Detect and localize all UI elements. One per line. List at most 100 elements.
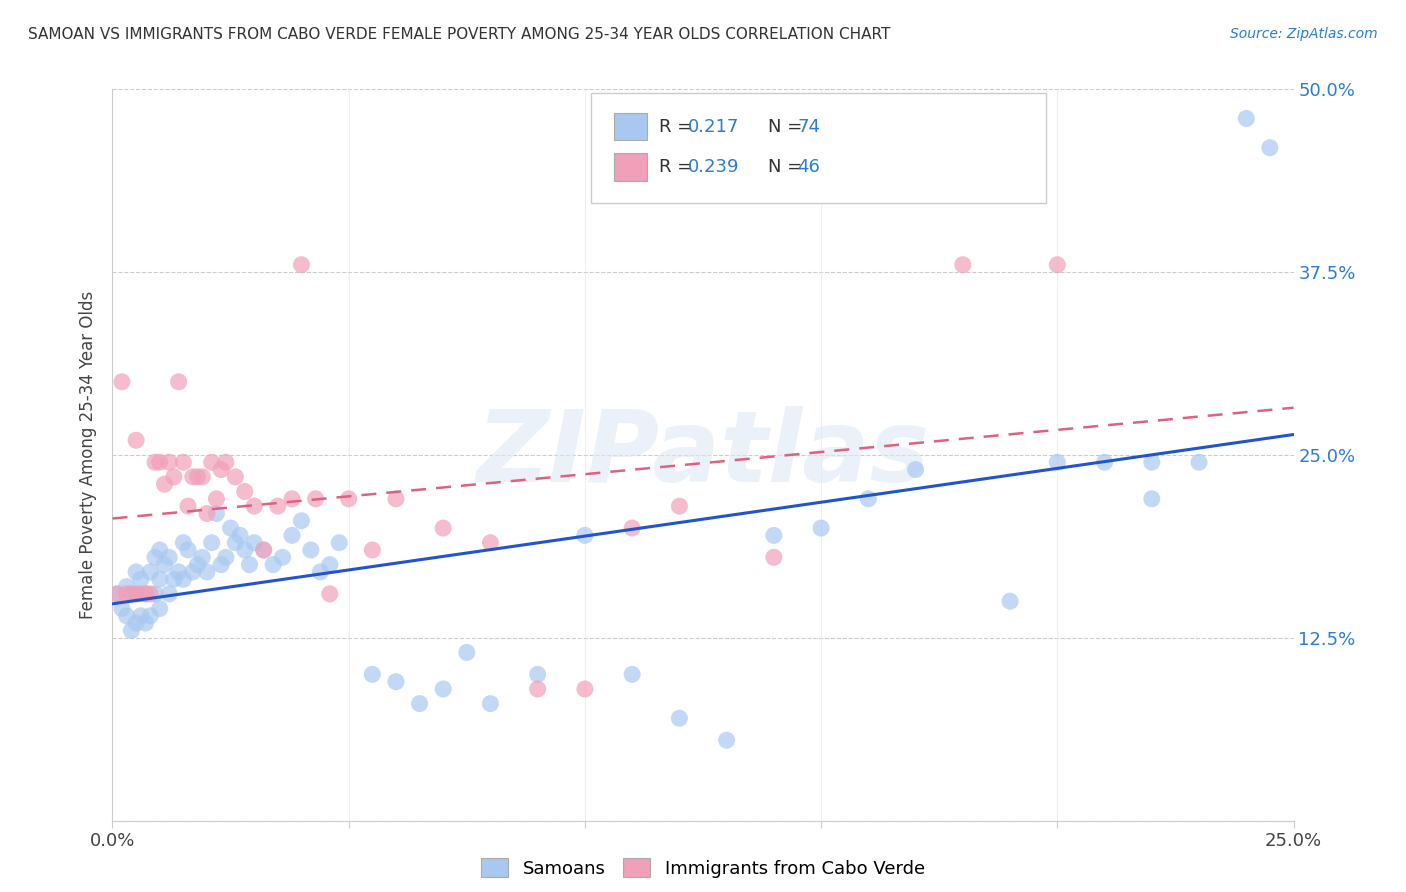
Point xyxy=(195,565,218,579)
FancyBboxPatch shape xyxy=(591,93,1046,202)
Point xyxy=(1094,455,1116,469)
Point xyxy=(111,601,134,615)
Point xyxy=(125,587,148,601)
Point xyxy=(219,521,242,535)
Point xyxy=(253,543,276,558)
Point xyxy=(149,572,172,586)
Point xyxy=(456,645,478,659)
Point xyxy=(205,491,228,506)
Point xyxy=(135,587,157,601)
Point xyxy=(1140,491,1163,506)
Y-axis label: Female Poverty Among 25-34 Year Olds: Female Poverty Among 25-34 Year Olds xyxy=(79,291,97,619)
Point xyxy=(153,558,176,572)
Point xyxy=(181,470,204,484)
Text: ZIPatlas: ZIPatlas xyxy=(477,407,929,503)
Point xyxy=(762,550,785,565)
Point xyxy=(149,543,172,558)
Point xyxy=(209,558,232,572)
Point xyxy=(762,528,785,542)
Point xyxy=(195,507,218,521)
Point xyxy=(224,470,246,484)
Point xyxy=(125,587,148,601)
Text: 0.217: 0.217 xyxy=(688,118,740,136)
Point xyxy=(1046,455,1069,469)
Point xyxy=(361,543,384,558)
Point xyxy=(215,550,238,565)
Point xyxy=(621,667,644,681)
Bar xyxy=(614,153,648,180)
Point xyxy=(105,587,128,601)
Point xyxy=(129,587,152,601)
Point xyxy=(167,565,190,579)
Point xyxy=(135,587,157,601)
Point xyxy=(385,674,408,689)
Point xyxy=(143,587,166,601)
Point xyxy=(120,587,142,601)
Point xyxy=(149,601,172,615)
Point xyxy=(120,587,142,601)
Text: R =: R = xyxy=(659,118,699,136)
Point xyxy=(201,535,224,549)
Point xyxy=(157,550,180,565)
Point xyxy=(233,484,256,499)
Text: N =: N = xyxy=(768,118,808,136)
Point xyxy=(129,608,152,623)
Text: Source: ZipAtlas.com: Source: ZipAtlas.com xyxy=(1230,27,1378,41)
Point xyxy=(143,550,166,565)
Point xyxy=(115,608,138,623)
Point xyxy=(432,681,454,696)
Point xyxy=(105,587,128,601)
Point xyxy=(115,587,138,601)
Point xyxy=(479,697,502,711)
Point xyxy=(299,543,322,558)
Point xyxy=(904,462,927,476)
Point xyxy=(319,558,342,572)
Point xyxy=(858,491,880,506)
Point xyxy=(191,550,214,565)
Point xyxy=(1258,141,1281,155)
Point xyxy=(810,521,832,535)
Point xyxy=(361,667,384,681)
Point xyxy=(167,375,190,389)
Point xyxy=(328,535,350,549)
Point xyxy=(157,455,180,469)
Text: SAMOAN VS IMMIGRANTS FROM CABO VERDE FEMALE POVERTY AMONG 25-34 YEAR OLDS CORREL: SAMOAN VS IMMIGRANTS FROM CABO VERDE FEM… xyxy=(28,27,890,42)
Point xyxy=(172,535,194,549)
Point xyxy=(177,543,200,558)
Point xyxy=(574,681,596,696)
Point xyxy=(209,462,232,476)
Point xyxy=(139,608,162,623)
Point xyxy=(271,550,294,565)
Point xyxy=(304,491,326,506)
Point xyxy=(716,733,738,747)
Point xyxy=(139,565,162,579)
Point xyxy=(172,455,194,469)
Point xyxy=(253,543,276,558)
Point xyxy=(205,507,228,521)
Point xyxy=(186,470,208,484)
Point xyxy=(186,558,208,572)
Point xyxy=(149,455,172,469)
Point xyxy=(181,565,204,579)
Text: 46: 46 xyxy=(797,158,820,176)
Point xyxy=(224,535,246,549)
Point xyxy=(952,258,974,272)
Point xyxy=(163,470,186,484)
Point xyxy=(337,491,360,506)
Point xyxy=(998,594,1021,608)
Point xyxy=(319,587,342,601)
Point xyxy=(125,616,148,631)
Point xyxy=(115,580,138,594)
Point xyxy=(157,587,180,601)
Text: 74: 74 xyxy=(797,118,821,136)
Point xyxy=(129,572,152,586)
Point xyxy=(1140,455,1163,469)
Point xyxy=(479,535,502,549)
Text: R =: R = xyxy=(659,158,699,176)
Point xyxy=(120,624,142,638)
Point xyxy=(526,667,548,681)
Point xyxy=(432,521,454,535)
Point xyxy=(233,543,256,558)
Point xyxy=(243,499,266,513)
Point xyxy=(191,470,214,484)
